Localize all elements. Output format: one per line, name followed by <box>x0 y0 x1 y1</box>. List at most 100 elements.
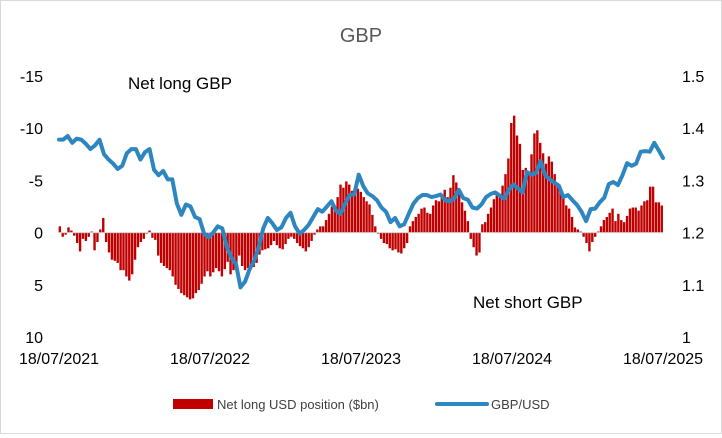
left-tick-label: -10 <box>20 121 43 138</box>
bar <box>348 184 351 233</box>
bar <box>446 197 449 233</box>
bar <box>530 154 533 233</box>
bar <box>481 224 484 233</box>
bar <box>287 232 290 239</box>
bar <box>102 217 105 233</box>
bar <box>646 200 649 233</box>
bar <box>243 232 247 271</box>
bar <box>174 232 177 285</box>
x-tick-label: 18/07/2021 <box>19 351 99 368</box>
bar <box>585 232 588 244</box>
bar <box>359 191 362 233</box>
chart-title: GBP <box>340 25 382 47</box>
bar <box>376 232 380 234</box>
bar <box>492 199 496 233</box>
bar <box>475 232 478 256</box>
bar <box>130 232 134 275</box>
bar <box>128 232 131 281</box>
bar <box>431 205 435 233</box>
gbpusd-line <box>57 134 665 290</box>
bar <box>576 229 580 233</box>
bar <box>157 232 160 256</box>
bar <box>151 232 154 238</box>
bar <box>371 214 374 233</box>
bar <box>232 232 235 271</box>
bar <box>336 197 339 233</box>
bar <box>596 231 600 233</box>
bar <box>104 232 108 242</box>
bar <box>541 153 545 233</box>
bar <box>168 232 171 271</box>
bar <box>498 197 501 233</box>
bar <box>547 156 551 233</box>
bar <box>58 226 62 233</box>
bar <box>463 210 467 233</box>
bar <box>301 232 305 249</box>
bar <box>562 196 565 233</box>
bar <box>240 232 244 267</box>
bar <box>417 213 420 233</box>
right-tick-label: 1.4 <box>682 121 704 138</box>
bar <box>269 232 273 246</box>
bar <box>559 188 562 233</box>
bar <box>397 232 400 253</box>
bar <box>605 216 608 233</box>
bar <box>209 232 212 277</box>
bar <box>408 226 412 233</box>
bar <box>544 163 548 233</box>
bar <box>524 167 527 233</box>
bar <box>73 232 76 236</box>
bar <box>75 232 79 244</box>
bar <box>588 232 591 252</box>
bar <box>139 232 143 242</box>
bar <box>171 232 174 277</box>
bar <box>281 232 284 250</box>
bar <box>180 232 183 294</box>
bar <box>382 232 386 244</box>
bar <box>594 232 597 237</box>
bar <box>582 232 585 237</box>
bar <box>486 213 490 233</box>
bar <box>651 186 655 233</box>
bar <box>214 232 218 269</box>
bar <box>64 232 67 235</box>
bar <box>611 208 614 233</box>
legend-bar-swatch <box>173 399 213 409</box>
right-tick-label: 1.2 <box>682 226 704 243</box>
bar <box>264 232 267 250</box>
bar <box>278 232 281 249</box>
bar <box>165 232 169 269</box>
right-tick-label: 1.1 <box>682 278 704 295</box>
bar <box>206 232 209 272</box>
bar <box>443 189 446 233</box>
bar <box>275 232 279 246</box>
bar <box>136 232 140 248</box>
bar <box>429 213 432 233</box>
bar <box>333 205 336 233</box>
bar <box>489 207 493 233</box>
bar <box>197 232 200 291</box>
bar <box>200 232 203 284</box>
bar <box>452 175 455 233</box>
bar <box>304 232 308 252</box>
bar <box>316 229 319 233</box>
bar <box>620 220 623 233</box>
bar <box>188 232 192 300</box>
right-tick-label: 1.3 <box>682 173 704 190</box>
bar <box>272 232 276 241</box>
bar <box>249 232 253 269</box>
bar <box>388 232 391 249</box>
bar <box>495 195 499 233</box>
bar <box>423 207 426 233</box>
bar <box>515 135 519 233</box>
bar <box>567 208 571 233</box>
bar <box>614 221 617 233</box>
right-tick-label: 1 <box>682 330 691 347</box>
bar <box>631 207 635 233</box>
bar <box>579 231 582 233</box>
bar <box>414 216 417 233</box>
bar <box>295 232 299 244</box>
left-tick-label: 0 <box>34 226 43 243</box>
